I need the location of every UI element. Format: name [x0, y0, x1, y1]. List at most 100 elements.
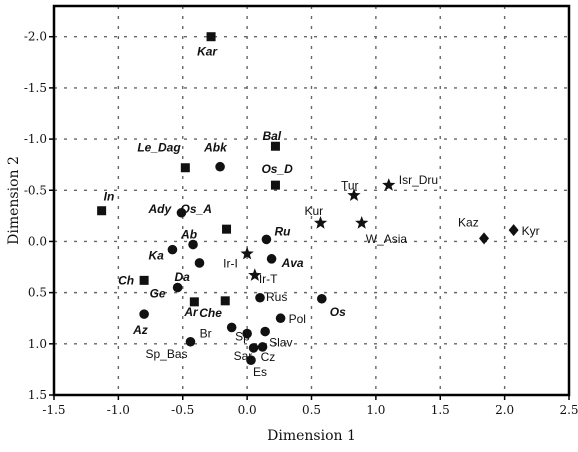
- square-marker: [97, 206, 107, 216]
- x-tick-label: 2.5: [559, 403, 578, 417]
- x-tick-label: -0.5: [171, 403, 194, 417]
- square-marker: [270, 141, 280, 151]
- circle-marker: [242, 328, 252, 339]
- circle-marker: [257, 342, 268, 352]
- point-ady: Ady: [147, 202, 187, 218]
- point-label: Kur: [305, 204, 324, 218]
- point-label: Da: [174, 270, 190, 284]
- point-ch: Ch: [118, 273, 149, 287]
- square-marker: [206, 32, 216, 42]
- circle-marker: [246, 355, 256, 365]
- star-marker: [240, 246, 254, 260]
- point-ab: Ab: [180, 228, 198, 250]
- star-marker: [382, 178, 396, 191]
- point-label: Ady: [147, 202, 172, 216]
- circle-marker: [188, 239, 198, 250]
- point-ka: Ka: [148, 244, 178, 263]
- data-points: Kar Bal Le_Dag Abk Os_D In Ady Os_A Ab Ru Ka Ir-I Av…: [97, 32, 540, 379]
- point-bal: Bal: [262, 129, 282, 151]
- point-label: Cz: [261, 350, 276, 364]
- point-ir-i: Ir-I: [223, 246, 254, 271]
- point-kaz: Kaz: [458, 215, 490, 245]
- square-marker: [222, 224, 232, 234]
- point-kar: Kar: [197, 32, 218, 59]
- circle-marker: [226, 322, 237, 333]
- point-cz: Cz: [257, 342, 276, 364]
- point-label: Slav: [269, 336, 292, 350]
- point-label: Es: [253, 365, 267, 379]
- point-label: Kar: [197, 45, 218, 59]
- square-marker: [180, 163, 190, 173]
- point-label: Ava: [281, 256, 304, 270]
- square-marker: [270, 180, 280, 190]
- point-label: Pol: [289, 312, 306, 326]
- x-tick-label: 1.0: [366, 403, 385, 417]
- x-tick-label: 0.5: [302, 403, 321, 417]
- point-che: Che: [199, 296, 230, 320]
- point-label: Sp_Bas: [145, 347, 187, 361]
- point-label: Sp: [235, 330, 250, 344]
- point-label: Kyr: [522, 224, 540, 238]
- point-label: Os_A: [181, 202, 212, 216]
- circle-marker: [260, 326, 270, 337]
- circle-marker: [215, 161, 225, 172]
- x-tick-label: -1.0: [107, 403, 130, 417]
- y-tick-label: -0.5: [24, 183, 47, 197]
- point-slav: Slav: [260, 326, 292, 350]
- point-le-dag: Le_Dag: [137, 141, 190, 173]
- circle-marker: [255, 292, 265, 303]
- circle-marker: [275, 313, 286, 324]
- point-label: Ge: [150, 287, 166, 301]
- circle-marker: [185, 336, 196, 347]
- diamond-marker: [479, 232, 490, 245]
- point-kyr: Kyr: [508, 224, 540, 238]
- point-label: Ch: [118, 273, 134, 287]
- point-az: Az: [132, 309, 149, 337]
- point-label: In: [104, 190, 115, 204]
- point-kur: Kur: [305, 204, 328, 229]
- star-marker: [248, 268, 262, 281]
- point-isr-dru: Isr_Dru: [382, 173, 438, 191]
- circle-marker: [172, 282, 183, 293]
- point-label: Ka: [148, 249, 164, 263]
- point-label: Le_Dag: [137, 141, 181, 155]
- circle-marker: [139, 309, 149, 319]
- point-br: Br: [200, 322, 237, 340]
- circle-marker: [248, 343, 259, 353]
- x-tick-label: 1.5: [431, 403, 450, 417]
- point-os-d: Os_D: [261, 162, 293, 190]
- point-sp-bas: Sp_Bas: [145, 336, 196, 361]
- square-marker: [189, 297, 199, 307]
- y-tick-label: -2.0: [24, 30, 47, 44]
- axis-ticks: -1.5 -1.0 -0.5 0.0 0.5 1.0 1.5 2.0 2.5 -2.0 -1.5 -1…: [24, 30, 578, 417]
- y-tick-label: 1.0: [28, 337, 47, 351]
- point-da: Da: [174, 258, 205, 284]
- y-axis-title: Dimension 2: [6, 156, 22, 245]
- point-ge: Ge: [150, 282, 183, 301]
- point-label: Kaz: [458, 215, 479, 229]
- x-axis-title: Dimension 1: [267, 428, 356, 444]
- point-label: Rus: [266, 290, 287, 304]
- point-label: Abk: [203, 141, 228, 155]
- point-label: Ru: [274, 224, 291, 238]
- star-marker: [355, 216, 369, 229]
- point-tur: Tur: [341, 178, 361, 201]
- point-label: Ab: [180, 228, 197, 242]
- diamond-marker: [508, 224, 519, 237]
- y-tick-label: 0.5: [28, 286, 47, 300]
- circle-marker: [317, 293, 327, 304]
- point-os: Os: [317, 293, 346, 319]
- circle-marker: [266, 254, 277, 264]
- point-abk: Abk: [203, 141, 228, 172]
- circle-marker: [261, 234, 272, 245]
- star-marker: [313, 216, 328, 229]
- point-ar: Ar: [183, 297, 199, 319]
- point-label: Az: [132, 323, 148, 337]
- point-ru: Ru: [261, 224, 291, 245]
- point-pol: Pol: [275, 312, 306, 326]
- point-label: Isr_Dru: [399, 173, 438, 187]
- point-label: Che: [199, 306, 222, 320]
- point-sp: Sp: [235, 328, 252, 344]
- grid-lines: [54, 6, 569, 395]
